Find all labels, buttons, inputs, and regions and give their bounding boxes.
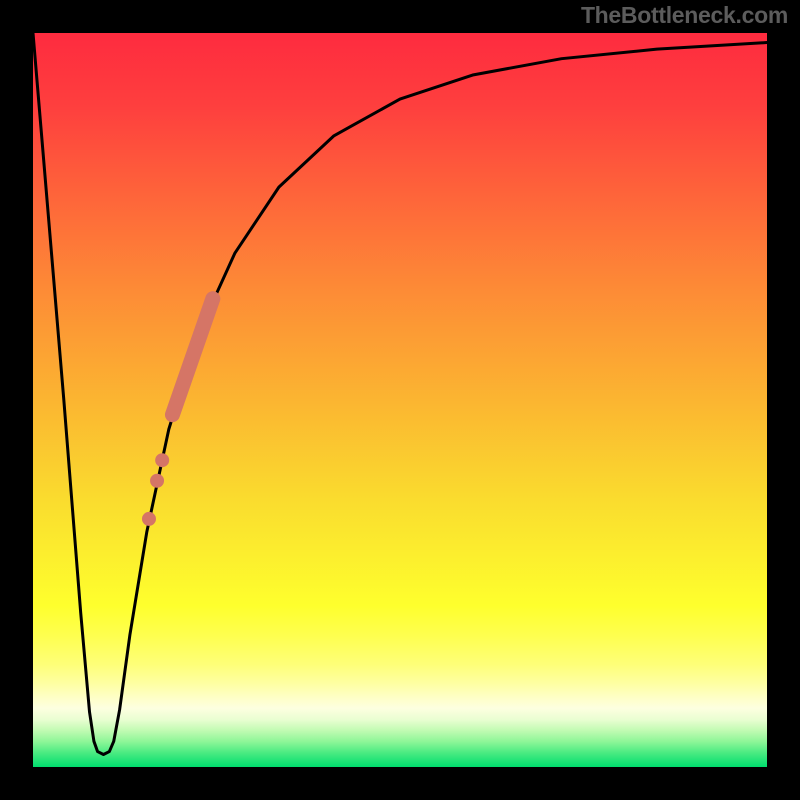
highlight-segment bbox=[172, 299, 212, 415]
highlight-dot bbox=[142, 512, 156, 526]
plot-area bbox=[33, 33, 767, 767]
highlight-dot bbox=[150, 474, 164, 488]
chart-frame: TheBottleneck.com bbox=[0, 0, 800, 800]
highlight-dot bbox=[155, 453, 169, 467]
bottleneck-curve bbox=[33, 33, 767, 755]
curve-overlay bbox=[33, 33, 767, 767]
watermark-text: TheBottleneck.com bbox=[581, 2, 788, 29]
